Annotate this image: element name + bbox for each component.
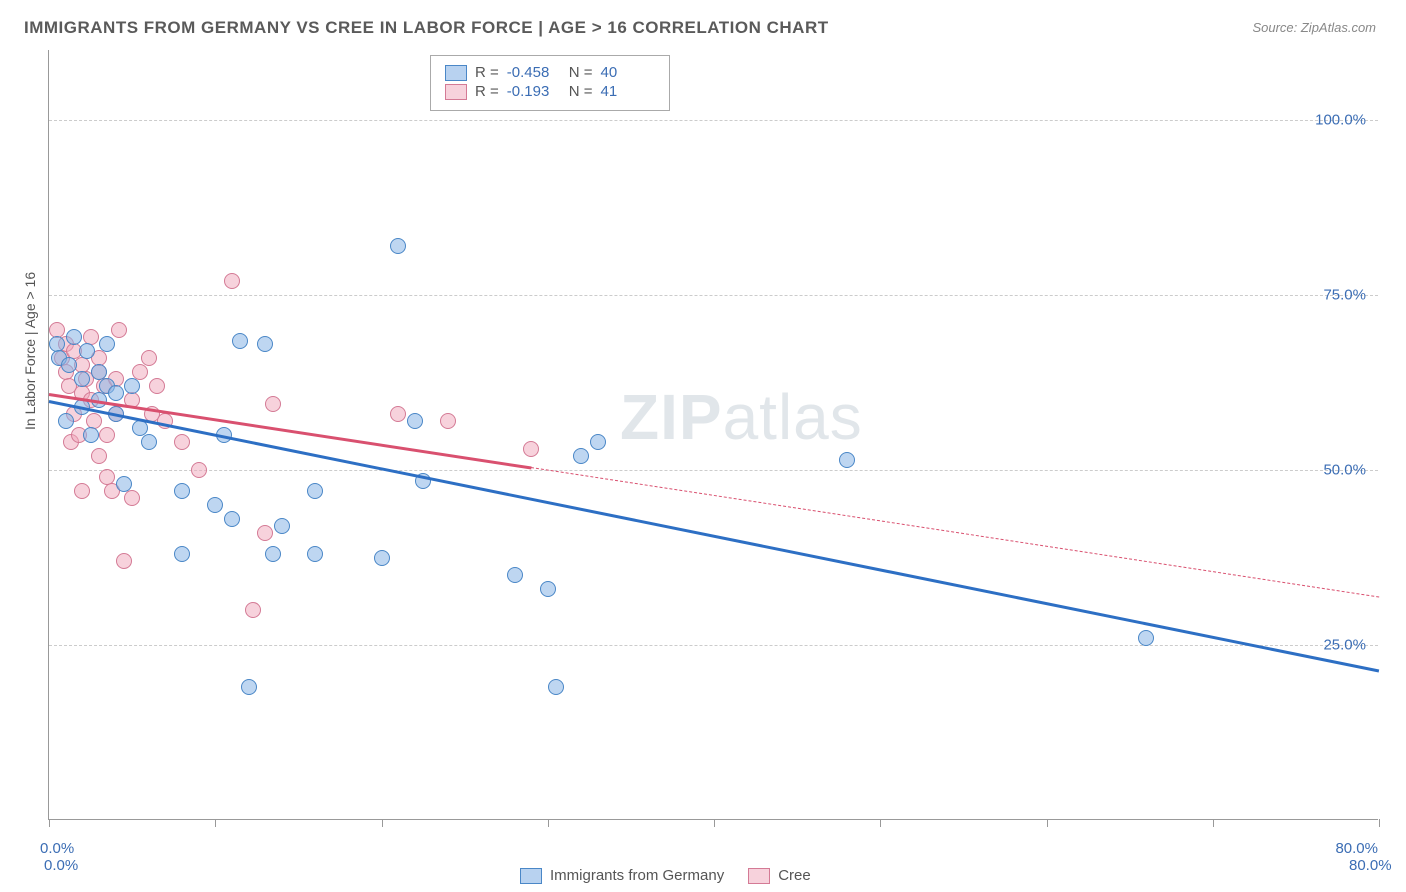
legend-item-pink: Cree (748, 867, 811, 884)
r-label: R = (475, 83, 499, 100)
data-point-blue (207, 497, 223, 513)
r-value-pink: -0.193 (507, 83, 561, 100)
trendline (49, 393, 531, 469)
data-point-blue (407, 413, 423, 429)
data-point-blue (174, 546, 190, 562)
data-point-blue (548, 679, 564, 695)
data-point-pink (224, 273, 240, 289)
data-point-blue (174, 483, 190, 499)
n-value-pink: 41 (601, 83, 655, 100)
gridline (49, 120, 1378, 121)
data-point-pink (440, 413, 456, 429)
data-point-pink (390, 406, 406, 422)
n-label: N = (569, 83, 593, 100)
data-point-pink (74, 483, 90, 499)
data-point-pink (191, 462, 207, 478)
data-point-blue (66, 329, 82, 345)
x-tick (1047, 819, 1048, 827)
n-value-blue: 40 (601, 64, 655, 81)
x-tick (215, 819, 216, 827)
data-point-pink (245, 602, 261, 618)
data-point-pink (116, 553, 132, 569)
data-point-blue (116, 476, 132, 492)
legend-row-pink: R = -0.193 N = 41 (445, 83, 655, 100)
series-legend: Immigrants from Germany Cree (520, 867, 811, 884)
source-attribution: Source: ZipAtlas.com (1252, 20, 1376, 35)
r-value-blue: -0.458 (507, 64, 561, 81)
gridline (49, 295, 1378, 296)
data-point-blue (83, 427, 99, 443)
data-point-blue (390, 238, 406, 254)
gridline (49, 645, 1378, 646)
data-point-pink (111, 322, 127, 338)
gridline (49, 470, 1378, 471)
data-point-pink (91, 448, 107, 464)
data-point-pink (257, 525, 273, 541)
x-tick (49, 819, 50, 827)
legend-label: Cree (778, 867, 811, 884)
data-point-pink (124, 490, 140, 506)
trendline (49, 400, 1379, 672)
chart-title: IMMIGRANTS FROM GERMANY VS CREE IN LABOR… (24, 18, 829, 38)
y-tick-label: 100.0% (1315, 112, 1366, 129)
data-point-blue (108, 385, 124, 401)
data-point-blue (257, 336, 273, 352)
x-tick-label: 0.0% (44, 857, 78, 874)
data-point-blue (590, 434, 606, 450)
swatch-blue-icon (520, 868, 542, 884)
data-point-blue (307, 546, 323, 562)
data-point-blue (274, 518, 290, 534)
y-tick-label: 50.0% (1323, 462, 1366, 479)
x-tick (880, 819, 881, 827)
data-point-blue (374, 550, 390, 566)
x-tick-label: 80.0% (1349, 857, 1392, 874)
legend-item-blue: Immigrants from Germany (520, 867, 724, 884)
x-axis-min-label: 0.0% (40, 840, 74, 857)
data-point-pink (149, 378, 165, 394)
data-point-blue (540, 581, 556, 597)
data-point-blue (507, 567, 523, 583)
data-point-blue (265, 546, 281, 562)
y-axis-title: In Labor Force | Age > 16 (22, 272, 38, 430)
data-point-blue (307, 483, 323, 499)
data-point-blue (141, 434, 157, 450)
swatch-pink-icon (748, 868, 770, 884)
x-tick (714, 819, 715, 827)
data-point-blue (232, 333, 248, 349)
r-label: R = (475, 64, 499, 81)
chart-plot-area: 25.0%50.0%75.0%100.0%0.0%80.0% (48, 50, 1378, 820)
data-point-blue (241, 679, 257, 695)
correlation-legend: R = -0.458 N = 40 R = -0.193 N = 41 (430, 55, 670, 111)
data-point-blue (224, 511, 240, 527)
n-label: N = (569, 64, 593, 81)
data-point-blue (74, 371, 90, 387)
data-point-blue (61, 357, 77, 373)
data-point-blue (839, 452, 855, 468)
data-point-pink (523, 441, 539, 457)
y-tick-label: 25.0% (1323, 637, 1366, 654)
data-point-blue (58, 413, 74, 429)
data-point-blue (124, 378, 140, 394)
data-point-blue (99, 336, 115, 352)
data-point-pink (265, 396, 281, 412)
data-point-pink (141, 350, 157, 366)
data-point-blue (79, 343, 95, 359)
x-tick (1213, 819, 1214, 827)
x-axis-max-label: 80.0% (1335, 840, 1378, 857)
trendline (531, 467, 1379, 597)
swatch-blue-icon (445, 65, 467, 81)
data-point-blue (573, 448, 589, 464)
legend-row-blue: R = -0.458 N = 40 (445, 64, 655, 81)
data-point-pink (174, 434, 190, 450)
y-tick-label: 75.0% (1323, 287, 1366, 304)
x-tick (1379, 819, 1380, 827)
data-point-pink (99, 427, 115, 443)
swatch-pink-icon (445, 84, 467, 100)
data-point-blue (1138, 630, 1154, 646)
x-tick (382, 819, 383, 827)
legend-label: Immigrants from Germany (550, 867, 724, 884)
x-tick (548, 819, 549, 827)
